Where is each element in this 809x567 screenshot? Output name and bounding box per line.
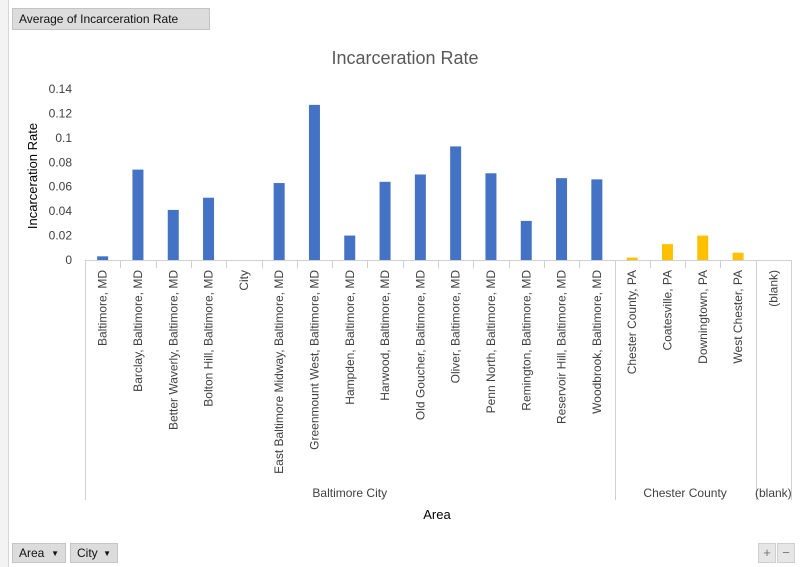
sheet-edge <box>0 0 9 567</box>
x-tick-label: (blank) <box>766 270 780 307</box>
bar <box>556 178 568 260</box>
y-tick-label: 0.02 <box>49 229 73 243</box>
bar <box>661 244 673 260</box>
bar <box>697 235 709 260</box>
y-tick-label: 0.08 <box>49 155 73 169</box>
bar <box>626 257 638 260</box>
bar-series <box>97 104 744 260</box>
area-filter-label: Area <box>19 546 45 560</box>
bar <box>97 256 109 260</box>
y-tick-label: 0.04 <box>49 204 73 218</box>
x-tick-label: Harwood, Baltimore, MD <box>378 270 392 401</box>
group-label: (blank) <box>755 486 792 500</box>
bar <box>414 174 426 260</box>
collapse-field-button[interactable]: − <box>777 543 795 563</box>
x-tick-label: Remington, Baltimore, MD <box>519 270 533 411</box>
bar <box>132 169 144 260</box>
value-field-label: Average of Incarceration Rate <box>19 12 179 26</box>
y-tick-label: 0.12 <box>49 106 73 120</box>
x-tick-label: Hampden, Baltimore, MD <box>343 270 357 405</box>
x-tick-label: Coatesville, PA <box>660 270 674 350</box>
y-tick-label: 0.14 <box>49 82 73 96</box>
bar <box>591 179 603 260</box>
dropdown-arrow-icon: ▼ <box>103 548 111 558</box>
x-tick-label: Downingtown, PA <box>696 270 710 364</box>
x-tick-label: Greenmount West, Baltimore, MD <box>307 270 321 450</box>
group-label: Baltimore City <box>312 486 387 500</box>
x-tick-label: Baltimore, MD <box>96 270 110 346</box>
x-axis: Baltimore, MD Barclay, Baltimore, MD Bette… <box>85 260 792 500</box>
city-filter-button[interactable]: City ▼ <box>70 543 118 563</box>
x-tick-label: City <box>237 270 251 291</box>
x-tick-label: Reservoir Hill, Baltimore, MD <box>555 270 569 424</box>
y-axis-title: Incarceration Rate <box>25 123 40 229</box>
value-field-button[interactable]: Average of Incarceration Rate <box>12 8 210 30</box>
bar <box>167 209 179 260</box>
bar <box>485 173 497 260</box>
bar <box>308 104 320 260</box>
y-tick-label: 0.1 <box>55 131 72 145</box>
x-tick-label: East Baltimore Midway, Baltimore, MD <box>272 270 286 474</box>
x-tick-label: Bolton Hill, Baltimore, MD <box>202 270 216 407</box>
chart-title: Incarceration Rate <box>331 48 478 68</box>
group-label: Chester County <box>643 486 726 500</box>
x-tick-label: West Chester, PA <box>731 270 745 364</box>
bar <box>203 197 215 260</box>
expand-field-button[interactable]: + <box>758 543 776 563</box>
dropdown-arrow-icon: ▼ <box>51 548 59 558</box>
y-tick-label: 0.06 <box>49 180 73 194</box>
y-tick-label: 0 <box>65 253 72 267</box>
y-axis: 0 0.02 0.04 0.06 0.08 0.1 0.12 0.14 <box>49 82 73 267</box>
city-filter-label: City <box>77 546 98 560</box>
area-filter-button[interactable]: Area ▼ <box>12 543 66 563</box>
x-tick-label: Old Goucher, Baltimore, MD <box>413 270 427 420</box>
bar <box>273 183 285 260</box>
x-tick-label: Penn North, Baltimore, MD <box>484 270 498 414</box>
bar <box>732 252 744 260</box>
x-tick-label: Barclay, Baltimore, MD <box>131 270 145 392</box>
x-tick-label: Oliver, Baltimore, MD <box>449 270 463 384</box>
bar <box>520 220 532 260</box>
x-axis-title: Area <box>423 507 451 522</box>
x-tick-label: Woodbrook, Baltimore, MD <box>590 270 604 414</box>
bar <box>450 146 462 260</box>
bar <box>379 181 391 260</box>
bar <box>344 235 356 260</box>
x-tick-label: Chester County, PA <box>625 270 639 374</box>
x-tick-label: Better Waverly, Baltimore, MD <box>166 270 180 430</box>
